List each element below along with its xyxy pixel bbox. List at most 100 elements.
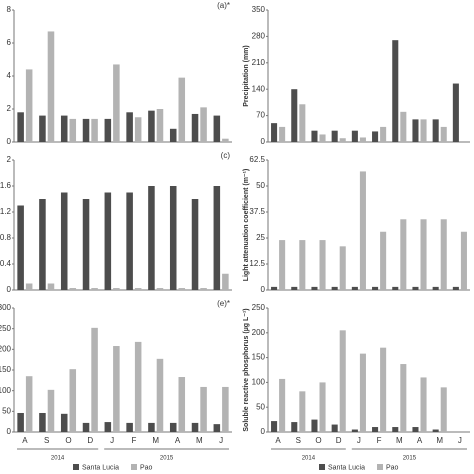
bar [91, 327, 98, 432]
bar [113, 64, 120, 142]
bar [69, 288, 77, 290]
bar [380, 231, 387, 290]
x-tick-label: J [357, 436, 361, 445]
y-tick-label: 200 [0, 344, 12, 353]
bar [271, 123, 278, 142]
y-tick-label: 250 [252, 303, 266, 312]
bar [60, 115, 68, 142]
bar [82, 118, 90, 142]
bar [351, 429, 358, 432]
y-tick-label: 0 [261, 285, 266, 294]
x-tick-label: J [110, 436, 114, 445]
bar [178, 77, 186, 142]
bar [25, 376, 33, 432]
legend-label: Santa Lucia [328, 464, 365, 471]
bar [222, 273, 229, 290]
y-tick-label: 280 [252, 32, 266, 41]
bar [113, 346, 120, 432]
bar [372, 131, 379, 142]
bar [452, 286, 459, 290]
bar [134, 341, 142, 432]
panel-label: (e)* [217, 299, 230, 308]
bar [299, 104, 306, 142]
bar [113, 288, 120, 290]
bar [440, 219, 447, 290]
bar [191, 113, 199, 142]
y-tick-label: 25 [256, 233, 265, 242]
year-label: 2014 [51, 456, 65, 462]
year-label: 2014 [302, 456, 316, 462]
bar [319, 134, 326, 142]
bar [156, 288, 164, 290]
legend-swatch [73, 464, 79, 470]
y-tick-label: 70 [256, 111, 265, 120]
bar [104, 118, 112, 142]
bar [380, 126, 387, 142]
legend-swatch [319, 464, 325, 470]
bar [47, 283, 55, 290]
bar [178, 288, 186, 290]
y-tick-label: 140 [252, 84, 266, 93]
y-tick-label: 8 [7, 5, 12, 14]
bar [311, 286, 318, 290]
bar [299, 391, 306, 432]
bar [69, 369, 77, 432]
y-tick-label: 0 [7, 137, 12, 146]
bar [156, 109, 164, 142]
x-tick-label: D [87, 436, 93, 445]
x-tick-label: A [22, 436, 28, 445]
y-tick-label: 1.6 [0, 181, 12, 190]
bar [432, 429, 439, 432]
legend-swatch [131, 464, 137, 470]
bar [200, 288, 207, 290]
y-tick-label: 37.5 [249, 207, 265, 216]
bar [148, 110, 155, 142]
x-tick-label: J [219, 436, 223, 445]
x-tick-label: S [44, 436, 49, 445]
bar [420, 119, 427, 142]
bar [60, 192, 68, 290]
y-tick-label: 100 [252, 378, 266, 387]
x-tick-label: M [436, 436, 443, 445]
bar [291, 89, 298, 142]
bar [279, 240, 286, 290]
bar [412, 286, 419, 290]
y-tick-label: 150 [252, 353, 266, 362]
bar [291, 422, 298, 432]
bar [191, 199, 199, 290]
bar [331, 424, 338, 432]
bar [213, 424, 221, 432]
y-tick-label: 300 [0, 303, 12, 312]
bar [372, 427, 379, 432]
x-tick-label: A [175, 436, 181, 445]
bar [440, 387, 447, 432]
bar [412, 427, 419, 432]
bar [392, 427, 399, 432]
x-tick-label: D [336, 436, 342, 445]
legend-label: Santa Lucia [82, 464, 119, 471]
y-tick-label: 0 [7, 285, 12, 294]
bar [47, 389, 55, 432]
y-tick-label: 210 [252, 58, 266, 67]
bar [91, 118, 98, 142]
bar [17, 412, 24, 432]
bar [400, 219, 407, 290]
x-tick-label: F [131, 436, 136, 445]
y-tick-label: 0 [7, 427, 12, 436]
bar [200, 386, 207, 432]
x-tick-label: A [275, 436, 281, 445]
bar [460, 231, 467, 290]
year-label: 2015 [403, 456, 417, 462]
bar [39, 115, 46, 142]
bar [440, 126, 447, 142]
bar [359, 353, 366, 432]
y-tick-label: 4 [7, 71, 12, 80]
bar [17, 112, 24, 142]
y-tick-label: 350 [252, 5, 266, 14]
bar [339, 246, 346, 290]
bar [339, 330, 346, 432]
bar [400, 364, 407, 432]
bar [222, 138, 229, 142]
bar [47, 31, 55, 143]
year-label: 2015 [160, 456, 174, 462]
